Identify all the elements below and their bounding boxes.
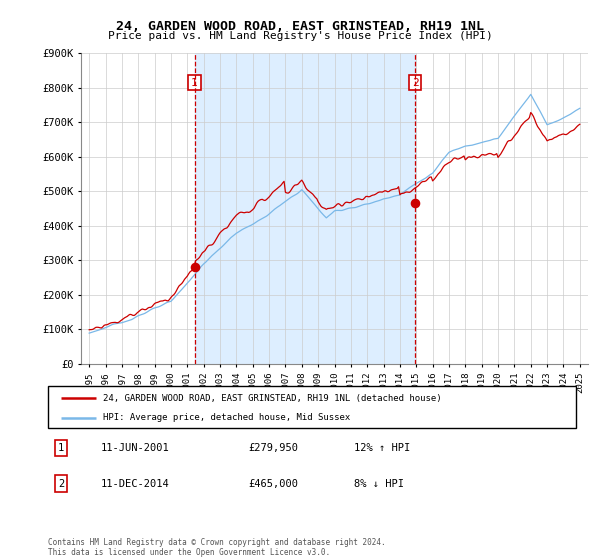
- Text: £465,000: £465,000: [248, 479, 299, 489]
- Text: £279,950: £279,950: [248, 443, 299, 453]
- Text: 1: 1: [58, 443, 64, 453]
- Text: 11-JUN-2001: 11-JUN-2001: [101, 443, 170, 453]
- Text: 2: 2: [58, 479, 64, 489]
- Text: 12% ↑ HPI: 12% ↑ HPI: [354, 443, 410, 453]
- FancyBboxPatch shape: [48, 386, 576, 428]
- Text: 11-DEC-2014: 11-DEC-2014: [101, 479, 170, 489]
- Text: Price paid vs. HM Land Registry's House Price Index (HPI): Price paid vs. HM Land Registry's House …: [107, 31, 493, 41]
- Bar: [194, 53, 415, 364]
- Text: 24, GARDEN WOOD ROAD, EAST GRINSTEAD, RH19 1NL: 24, GARDEN WOOD ROAD, EAST GRINSTEAD, RH…: [116, 20, 484, 32]
- Point: [410, 199, 420, 208]
- Text: HPI: Average price, detached house, Mid Sussex: HPI: Average price, detached house, Mid …: [103, 413, 350, 422]
- Text: 8% ↓ HPI: 8% ↓ HPI: [354, 479, 404, 489]
- Text: 2: 2: [412, 77, 419, 87]
- Text: 24, GARDEN WOOD ROAD, EAST GRINSTEAD, RH19 1NL (detached house): 24, GARDEN WOOD ROAD, EAST GRINSTEAD, RH…: [103, 394, 442, 403]
- Text: Contains HM Land Registry data © Crown copyright and database right 2024.
This d: Contains HM Land Registry data © Crown c…: [48, 538, 386, 557]
- Point: [190, 263, 199, 272]
- Text: 1: 1: [191, 77, 198, 87]
